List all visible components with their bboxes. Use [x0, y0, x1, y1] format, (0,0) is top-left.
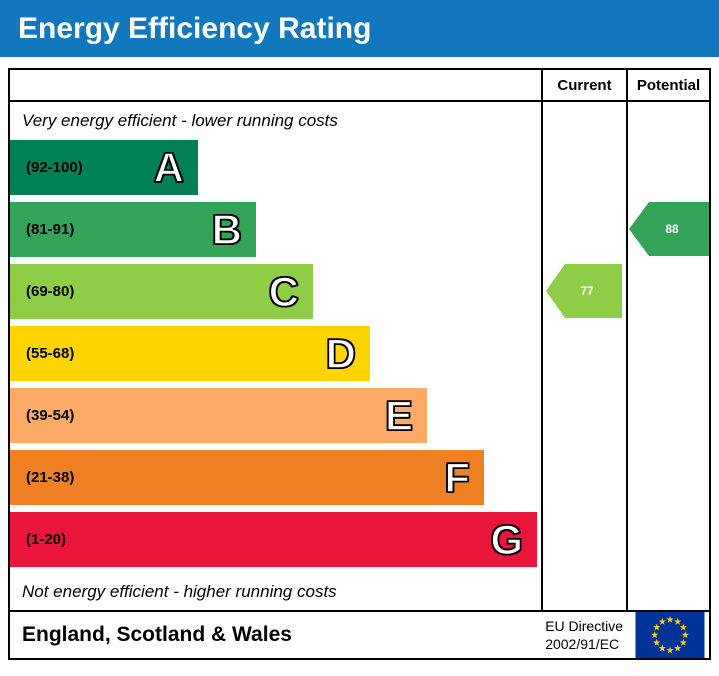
band-a-letter: A: [153, 143, 185, 191]
band-row-c: (69-80) C: [10, 264, 541, 326]
potential-column-cell: [626, 264, 709, 326]
band-b-range: (81-91): [26, 221, 75, 238]
rating-chart: Current Potential Very energy efficient …: [8, 68, 711, 660]
current-column-cell: [541, 140, 626, 202]
band-a-range: (92-100): [26, 159, 83, 176]
band-b-letter: B: [211, 205, 243, 253]
band-b-bar: (81-91) B: [10, 202, 256, 257]
current-column-header: Current: [541, 70, 626, 102]
rating-grid: Current Potential Very energy efficient …: [10, 70, 709, 610]
band-row-g: (1-20) G: [10, 512, 541, 574]
epc-energy-efficiency-chart: Energy Efficiency Rating Current Potenti…: [0, 0, 719, 660]
bottom-note: Not energy efficient - higher running co…: [22, 582, 337, 601]
region-label: England, Scotland & Wales: [22, 623, 292, 646]
band-f-range: (21-38): [26, 469, 75, 486]
band-e-letter: E: [384, 391, 414, 439]
page-title: Energy Efficiency Rating: [0, 0, 719, 57]
potential-column-cell: [626, 388, 709, 450]
band-g-letter: G: [490, 515, 524, 563]
potential-column-cell: [626, 450, 709, 512]
band-row-f: (21-38) F: [10, 450, 541, 512]
band-g-bar: (1-20) G: [10, 512, 537, 567]
band-d-letter: D: [325, 329, 357, 377]
eu-directive-line1: EU Directive: [545, 617, 623, 634]
band-f-bar: (21-38) F: [10, 450, 484, 505]
potential-column-cell: 88: [626, 202, 709, 264]
band-row-d: (55-68) D: [10, 326, 541, 388]
eu-flag-icon: [635, 612, 705, 658]
current-column-cell: [541, 202, 626, 264]
eu-directive-line2: 2002/91/EC: [545, 636, 620, 652]
current-column-cell: [541, 102, 626, 140]
band-c-letter: C: [268, 267, 300, 315]
band-row-e: (39-54) E: [10, 388, 541, 450]
band-row-a: (92-100) A: [10, 140, 541, 202]
potential-column-cell: [626, 326, 709, 388]
band-d-range: (55-68): [26, 345, 75, 362]
eu-directive-label: EU Directive 2002/91/EC: [545, 617, 623, 653]
band-e-range: (39-54): [26, 407, 75, 424]
band-f-letter: F: [444, 453, 471, 501]
current-column-cell: [541, 450, 626, 512]
potential-column-cell: [626, 140, 709, 202]
current-rating-value: 77: [580, 284, 594, 298]
potential-column-cell: [626, 512, 709, 574]
band-c-bar: (69-80) C: [10, 264, 313, 319]
band-c-range: (69-80): [26, 283, 75, 300]
current-column-cell: 77: [541, 264, 626, 326]
potential-rating-arrow: 88: [629, 202, 709, 256]
band-g-range: (1-20): [26, 531, 67, 548]
current-column-cell: [541, 326, 626, 388]
header-spacer: [10, 70, 541, 102]
potential-column-cell: [626, 574, 709, 610]
current-column-cell: [541, 512, 626, 574]
band-d-bar: (55-68) D: [10, 326, 370, 381]
potential-column-cell: [626, 102, 709, 140]
band-row-b: (81-91) B: [10, 202, 541, 264]
current-column-cell: [541, 574, 626, 610]
top-note: Very energy efficient - lower running co…: [22, 111, 338, 130]
band-a-bar: (92-100) A: [10, 140, 198, 195]
potential-rating-value: 88: [665, 222, 679, 236]
current-rating-arrow: 77: [546, 264, 622, 318]
potential-column-header: Potential: [626, 70, 709, 102]
current-column-cell: [541, 388, 626, 450]
band-e-bar: (39-54) E: [10, 388, 427, 443]
chart-footer: England, Scotland & Wales EU Directive 2…: [10, 610, 709, 658]
